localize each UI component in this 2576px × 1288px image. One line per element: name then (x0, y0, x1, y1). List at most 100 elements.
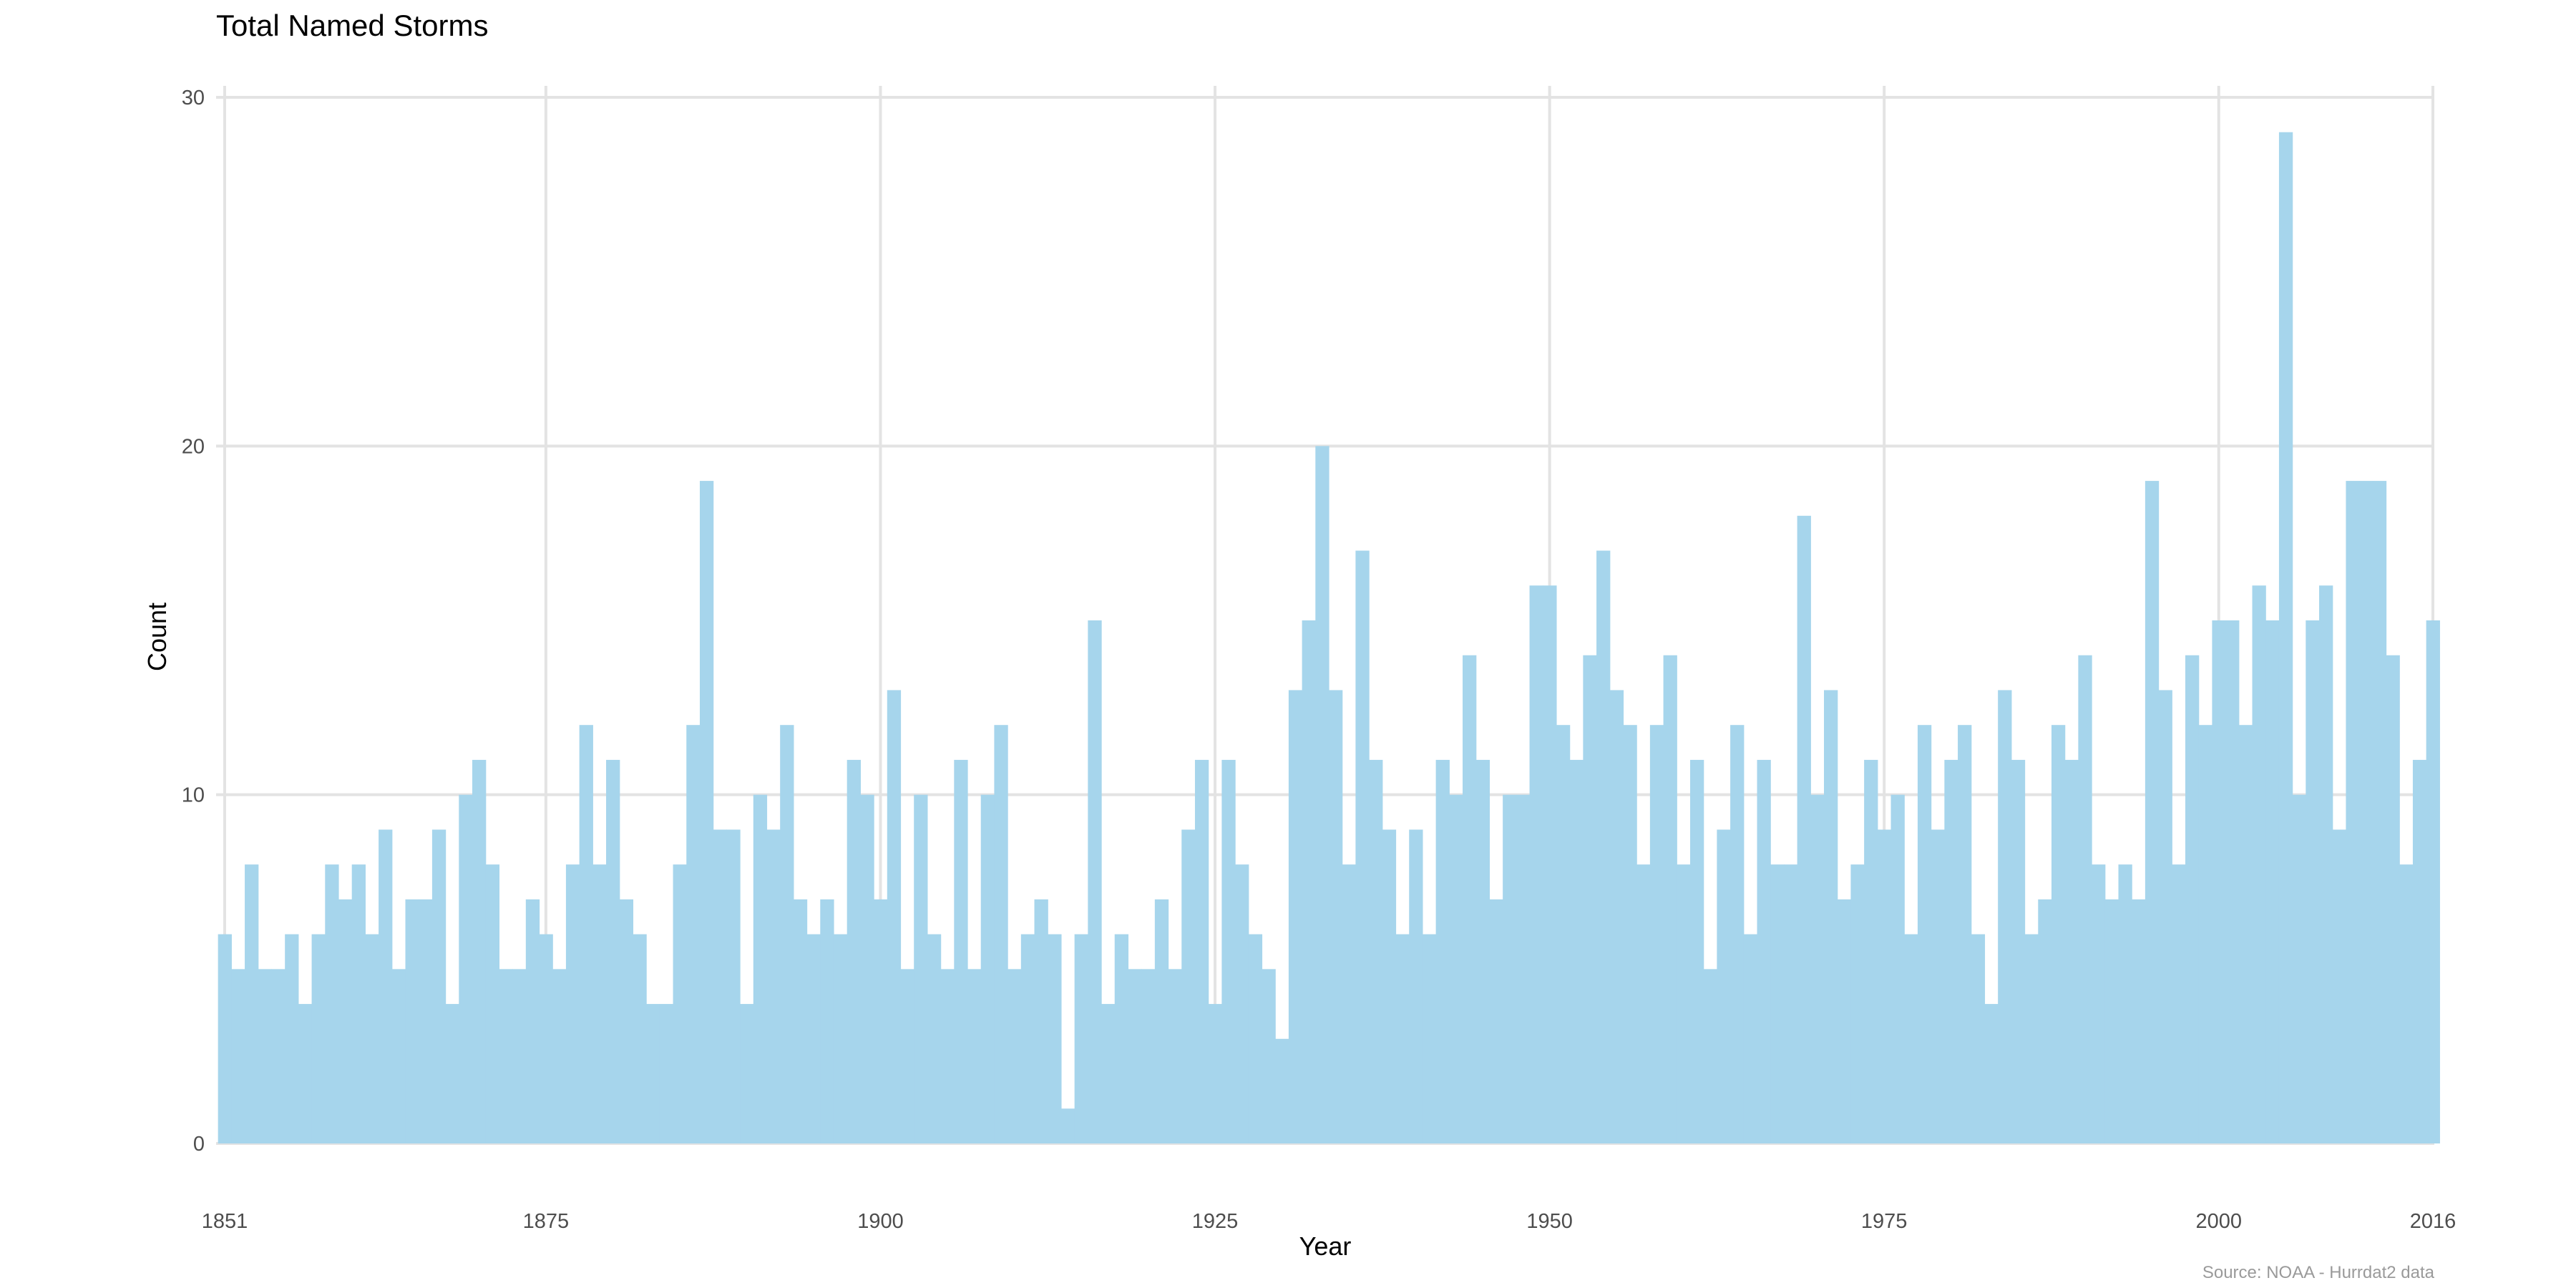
bar-1973 (1850, 864, 1865, 1143)
bar-1868 (445, 1004, 459, 1143)
bar-1873 (512, 969, 527, 1143)
bar-2002 (2238, 725, 2253, 1143)
bar-2015 (2412, 759, 2427, 1143)
bar-1981 (1958, 725, 1972, 1143)
bar-1993 (2118, 864, 2132, 1143)
bar-1963 (1717, 829, 1731, 1143)
bar-1922 (1168, 969, 1182, 1143)
bar-1946 (1489, 899, 1503, 1143)
bar-2001 (2225, 620, 2240, 1143)
bar-1890 (740, 1004, 754, 1143)
bar-1955 (1609, 690, 1624, 1143)
x-tick-label-1975: 1975 (1861, 1210, 1908, 1233)
bar-1953 (1583, 655, 1597, 1143)
bar-2005 (2278, 132, 2293, 1144)
bar-1902 (900, 969, 914, 1143)
bar-1972 (1837, 899, 1852, 1143)
bar-1938 (1382, 829, 1397, 1143)
bar-1965 (1743, 934, 1758, 1143)
x-tick-label-2016: 2016 (2410, 1210, 2457, 1233)
bar-1894 (793, 899, 808, 1143)
bar-layer (218, 132, 2440, 1144)
bar-2010 (2346, 481, 2360, 1143)
bar-1988 (2051, 725, 2066, 1143)
bar-1911 (1020, 934, 1035, 1143)
bar-1998 (2185, 655, 2200, 1143)
tick-layer: 0 10 20 30 1851 1875 1900 1925 1950 1975 2000 2016 (182, 87, 2457, 1233)
bar-1886 (686, 725, 701, 1143)
bar-1940 (1409, 829, 1423, 1143)
bar-1892 (766, 829, 781, 1143)
bar-1985 (2011, 759, 2026, 1143)
source-caption: Source: NOAA - Hurrdat2 data (2202, 1263, 2435, 1282)
bar-1929 (1262, 969, 1276, 1143)
bar-1937 (1369, 759, 1383, 1143)
bar-1893 (780, 725, 794, 1143)
bar-1904 (927, 934, 942, 1143)
bar-1876 (552, 969, 567, 1143)
bar-1865 (405, 899, 419, 1143)
bar-2016 (2426, 620, 2440, 1143)
bar-1997 (2172, 864, 2186, 1143)
bar-1899 (860, 794, 874, 1143)
bar-1854 (258, 969, 273, 1143)
bar-1924 (1194, 759, 1209, 1143)
bar-2007 (2306, 620, 2320, 1143)
bar-1869 (459, 794, 473, 1143)
bar-1861 (351, 864, 366, 1143)
bar-1916 (1088, 620, 1102, 1143)
bar-1984 (1998, 690, 2012, 1143)
bar-1858 (311, 934, 326, 1143)
bar-1949 (1529, 585, 1543, 1143)
bar-1891 (753, 794, 768, 1143)
x-tick-label-2000: 2000 (2195, 1210, 2242, 1233)
bar-1909 (994, 725, 1008, 1143)
bar-2013 (2386, 655, 2400, 1143)
bar-1898 (847, 759, 861, 1143)
bar-1967 (1770, 864, 1785, 1143)
bar-1961 (1689, 759, 1704, 1143)
bar-1943 (1449, 794, 1463, 1143)
bar-1862 (365, 934, 379, 1143)
bar-1885 (673, 864, 687, 1143)
bar-1860 (338, 899, 353, 1143)
bar-1915 (1074, 934, 1088, 1143)
bar-1978 (1917, 725, 1932, 1143)
bar-1990 (2078, 655, 2092, 1143)
bar-1914 (1060, 1108, 1075, 1143)
y-tick-label-10: 10 (182, 784, 205, 807)
bar-1913 (1048, 934, 1062, 1143)
bar-1996 (2158, 690, 2172, 1143)
bar-1918 (1114, 934, 1129, 1143)
bar-1945 (1475, 759, 1491, 1143)
y-tick-label-20: 20 (182, 435, 205, 458)
bar-1968 (1783, 864, 1798, 1143)
bar-1901 (887, 690, 902, 1143)
bar-1944 (1463, 655, 1477, 1143)
bar-1941 (1422, 934, 1437, 1143)
bar-1927 (1235, 864, 1249, 1143)
bar-1936 (1355, 550, 1370, 1143)
bar-1954 (1596, 550, 1611, 1143)
bar-1952 (1569, 759, 1584, 1143)
bar-1888 (713, 829, 727, 1143)
bar-1999 (2198, 725, 2212, 1143)
bar-2004 (2265, 620, 2280, 1143)
bar-1950 (1543, 585, 1557, 1143)
bar-1874 (525, 899, 540, 1143)
bar-1982 (1971, 934, 1986, 1143)
bar-1907 (967, 969, 982, 1143)
bar-1882 (633, 934, 647, 1143)
bar-1987 (2038, 899, 2052, 1143)
bar-1917 (1101, 1004, 1116, 1143)
bar-1863 (379, 829, 393, 1143)
bar-1859 (325, 864, 339, 1143)
bar-1895 (806, 934, 821, 1143)
bar-1960 (1677, 864, 1691, 1143)
bar-1951 (1556, 725, 1571, 1143)
bar-1857 (298, 1004, 313, 1143)
y-tick-label-30: 30 (182, 87, 205, 109)
bar-1884 (659, 1004, 674, 1143)
bar-1930 (1275, 1038, 1289, 1143)
